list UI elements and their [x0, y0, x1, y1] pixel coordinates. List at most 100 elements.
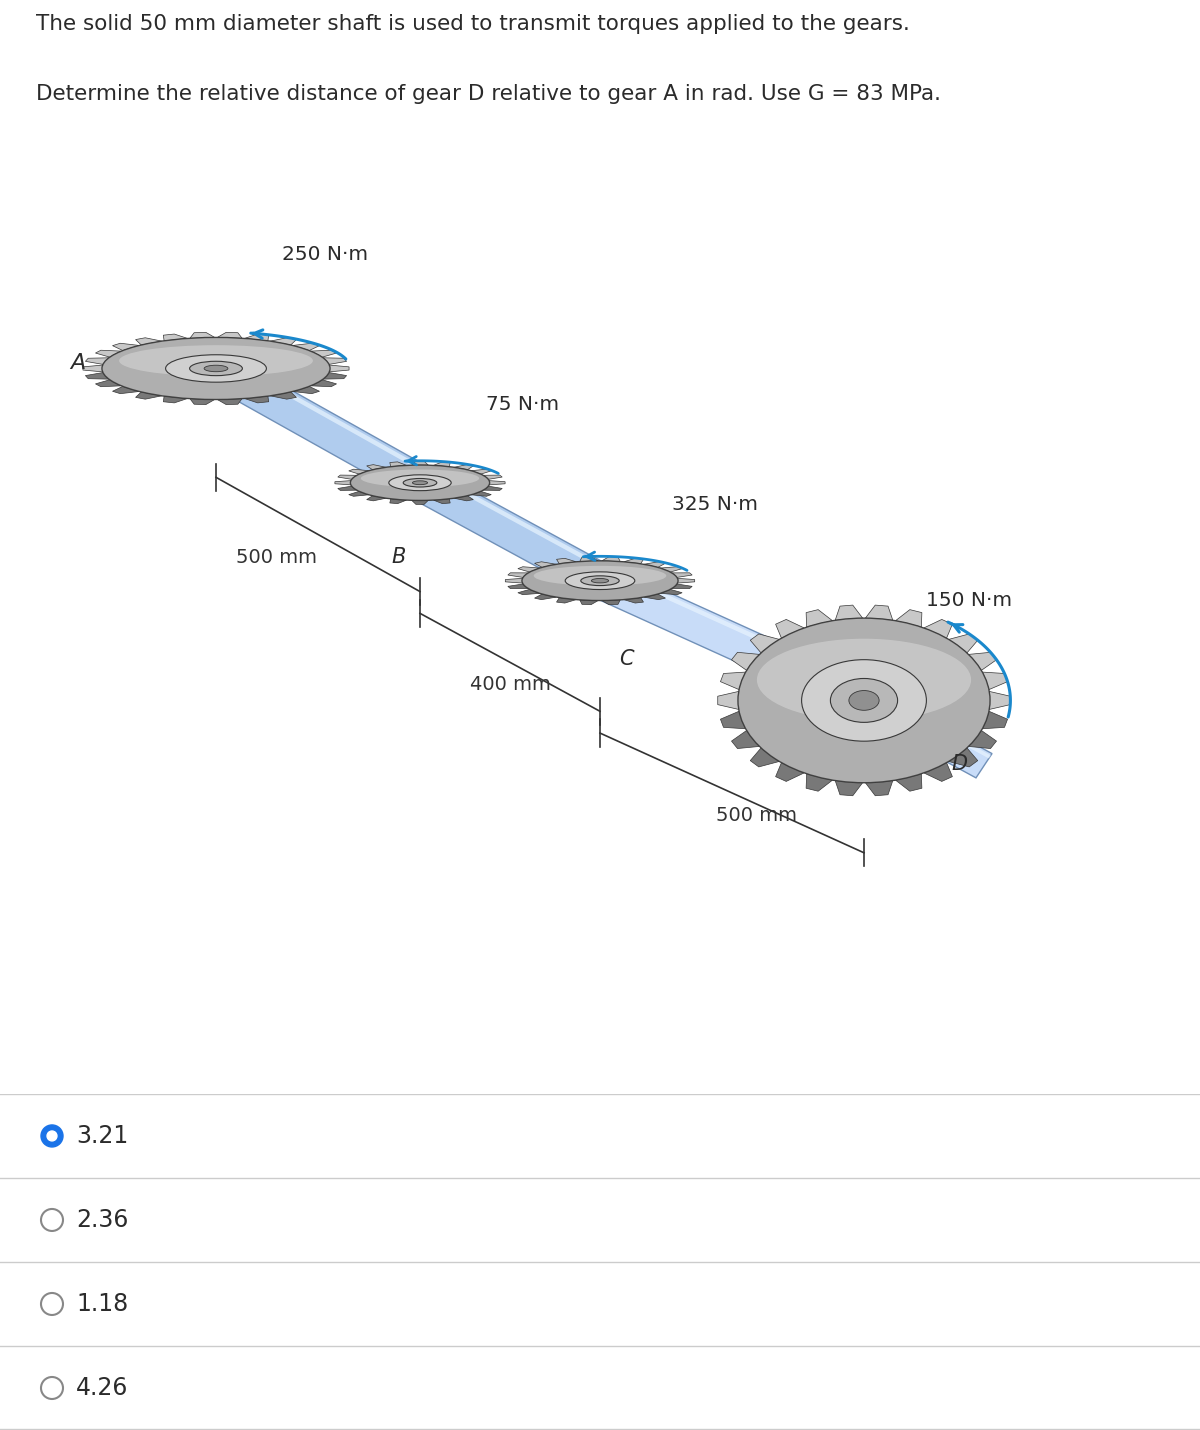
Polygon shape [534, 562, 557, 568]
Polygon shape [518, 589, 540, 595]
Polygon shape [490, 480, 505, 485]
Polygon shape [338, 475, 356, 479]
Polygon shape [643, 593, 666, 599]
Polygon shape [660, 589, 682, 595]
Polygon shape [454, 496, 473, 500]
Polygon shape [660, 566, 682, 572]
Text: 75 N·m: 75 N·m [486, 395, 559, 413]
Polygon shape [163, 396, 187, 403]
Polygon shape [136, 337, 162, 345]
Polygon shape [948, 748, 978, 766]
Ellipse shape [830, 678, 898, 722]
Polygon shape [163, 335, 187, 340]
Text: C: C [619, 649, 634, 669]
Polygon shape [293, 386, 319, 393]
Polygon shape [865, 605, 893, 621]
Polygon shape [775, 762, 804, 781]
Polygon shape [433, 462, 450, 466]
Text: 325 N·m: 325 N·m [672, 495, 758, 513]
Polygon shape [412, 460, 428, 465]
Text: 1.18: 1.18 [76, 1291, 128, 1316]
Polygon shape [484, 475, 502, 479]
Polygon shape [323, 358, 347, 365]
Polygon shape [245, 396, 269, 403]
Polygon shape [968, 731, 996, 748]
Polygon shape [624, 598, 643, 603]
Polygon shape [508, 583, 528, 589]
Polygon shape [924, 619, 953, 638]
Polygon shape [895, 774, 922, 791]
Polygon shape [518, 566, 540, 572]
Ellipse shape [581, 576, 619, 585]
Polygon shape [750, 748, 780, 766]
Polygon shape [270, 392, 296, 399]
Polygon shape [426, 470, 608, 572]
Polygon shape [948, 633, 978, 654]
Polygon shape [505, 578, 522, 583]
Polygon shape [96, 380, 121, 386]
Polygon shape [968, 652, 996, 671]
Circle shape [41, 1293, 64, 1316]
Polygon shape [672, 583, 692, 589]
Circle shape [47, 1131, 56, 1141]
Polygon shape [869, 691, 991, 758]
Polygon shape [557, 558, 576, 563]
Text: 4.26: 4.26 [76, 1376, 128, 1400]
Ellipse shape [102, 337, 330, 399]
Polygon shape [720, 672, 745, 689]
Polygon shape [410, 468, 610, 596]
Ellipse shape [413, 480, 427, 485]
Polygon shape [806, 774, 833, 791]
Polygon shape [83, 365, 103, 372]
Polygon shape [732, 731, 760, 748]
Polygon shape [856, 688, 992, 778]
Polygon shape [329, 365, 349, 372]
Polygon shape [643, 562, 666, 568]
Polygon shape [806, 609, 833, 628]
Ellipse shape [757, 639, 971, 721]
Ellipse shape [102, 337, 330, 399]
Polygon shape [338, 486, 356, 490]
Polygon shape [113, 386, 139, 393]
Polygon shape [835, 781, 863, 795]
Polygon shape [580, 599, 599, 605]
Polygon shape [983, 711, 1008, 729]
Text: 400 mm: 400 mm [469, 675, 551, 695]
Polygon shape [775, 619, 804, 638]
Polygon shape [311, 350, 336, 358]
Text: 3.21: 3.21 [76, 1124, 128, 1148]
Text: D: D [952, 754, 968, 774]
Polygon shape [293, 343, 319, 350]
Polygon shape [367, 465, 386, 470]
Polygon shape [270, 337, 296, 345]
Circle shape [41, 1125, 64, 1147]
Polygon shape [367, 496, 386, 500]
Polygon shape [720, 711, 745, 729]
Polygon shape [605, 568, 871, 691]
Polygon shape [85, 373, 109, 379]
Polygon shape [222, 356, 428, 473]
Ellipse shape [565, 572, 635, 589]
Ellipse shape [522, 561, 678, 601]
Polygon shape [390, 462, 407, 466]
Ellipse shape [389, 475, 451, 490]
Polygon shape [113, 343, 139, 350]
Polygon shape [835, 605, 863, 621]
Polygon shape [190, 399, 215, 405]
Polygon shape [508, 573, 528, 578]
Ellipse shape [848, 691, 880, 711]
Polygon shape [580, 556, 599, 562]
Text: A: A [71, 353, 85, 373]
Polygon shape [390, 499, 407, 503]
Polygon shape [96, 350, 121, 358]
Text: 250 N·m: 250 N·m [282, 245, 368, 263]
Polygon shape [672, 573, 692, 578]
Polygon shape [349, 469, 368, 475]
Polygon shape [989, 691, 1010, 709]
Polygon shape [732, 652, 760, 671]
Polygon shape [750, 633, 780, 654]
Ellipse shape [738, 618, 990, 782]
Polygon shape [245, 335, 269, 340]
Polygon shape [484, 486, 502, 490]
Text: 500 mm: 500 mm [715, 807, 797, 825]
